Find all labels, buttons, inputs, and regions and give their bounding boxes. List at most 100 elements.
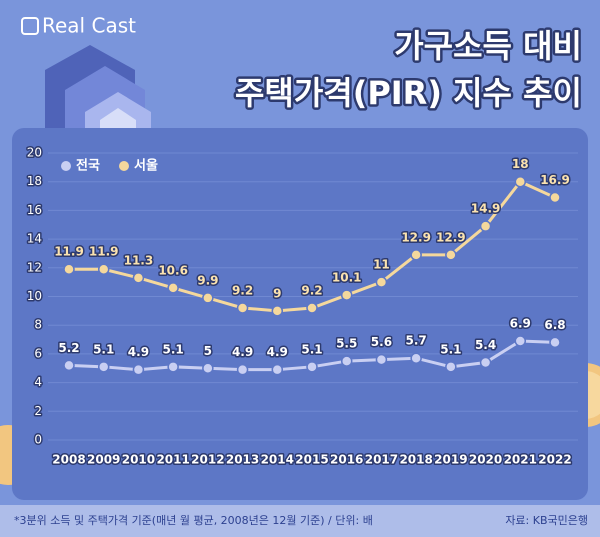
value-label: 9.9: [197, 273, 218, 287]
data-point: [445, 361, 457, 373]
data-point: [479, 220, 492, 232]
data-point: [514, 175, 527, 188]
value-label: 18: [512, 157, 529, 171]
y-tick-label: 14: [27, 232, 42, 246]
value-label: 5.7: [406, 334, 427, 348]
legend-marker: [119, 161, 129, 171]
y-tick-label: 8: [34, 318, 42, 332]
value-label: 5.2: [58, 341, 79, 355]
data-point: [132, 272, 145, 284]
value-label: 5.1: [93, 342, 114, 356]
data-point: [340, 355, 353, 367]
value-label: 4.9: [232, 345, 253, 359]
data-point: [271, 305, 284, 317]
value-label: 5.1: [163, 342, 184, 356]
y-tick-label: 12: [27, 260, 42, 274]
data-point: [236, 363, 249, 376]
data-point: [167, 361, 179, 373]
y-tick-label: 16: [27, 203, 42, 217]
x-tick-label: 2009: [87, 453, 120, 467]
value-label: 11.9: [54, 245, 84, 259]
value-label: 14.9: [471, 202, 501, 216]
x-tick-label: 2020: [469, 453, 502, 467]
x-tick-label: 2008: [52, 453, 85, 467]
value-label: 16.9: [540, 173, 570, 187]
y-tick-label: 18: [27, 174, 42, 188]
y-tick-label: 2: [34, 404, 42, 418]
data-point: [236, 302, 249, 314]
value-label: 6.8: [544, 318, 565, 332]
x-tick-label: 2012: [191, 453, 224, 467]
data-point: [549, 191, 561, 204]
value-label: 4.9: [128, 345, 149, 359]
y-tick-label: 20: [27, 146, 42, 160]
logo: Real Cast: [42, 14, 136, 38]
source: 자료: KB국민은행: [505, 514, 588, 527]
x-tick-label: 2014: [261, 453, 294, 467]
data-point: [445, 249, 457, 261]
chart-title: 주택가격(PIR) 지수 추이: [235, 74, 582, 112]
value-label: 11.3: [124, 253, 154, 267]
data-point: [410, 352, 422, 364]
x-tick-label: 2018: [399, 453, 432, 467]
footer-band: [0, 505, 600, 537]
logo-icon: [21, 17, 39, 35]
data-point: [97, 263, 110, 275]
data-point: [202, 292, 214, 304]
value-label: 10.1: [332, 271, 362, 285]
house-icon: [45, 45, 151, 145]
value-label: 5.6: [371, 335, 392, 349]
x-tick-label: 2021: [504, 453, 537, 467]
legend-label: 전국: [76, 158, 100, 174]
x-tick-label: 2022: [538, 453, 571, 467]
value-label: 4.9: [267, 345, 288, 359]
data-point: [63, 263, 75, 275]
data-point: [271, 363, 284, 376]
value-label: 10.6: [158, 263, 188, 277]
footnote: *3분위 소득 및 주택가격 기준(매년 월 평균, 2008년은 12월 기준…: [14, 514, 373, 527]
data-point: [63, 359, 75, 372]
data-point: [375, 353, 388, 366]
plot-panel: [12, 128, 588, 500]
value-label: 9: [273, 286, 281, 300]
x-tick-label: 2015: [295, 453, 328, 467]
x-tick-label: 2019: [434, 453, 467, 467]
x-tick-label: 2011: [156, 453, 189, 467]
value-label: 5.1: [301, 342, 322, 356]
data-point: [514, 335, 527, 347]
x-tick-label: 2016: [330, 453, 363, 467]
data-point: [340, 289, 353, 301]
value-label: 9.2: [301, 283, 322, 297]
chart-title: 가구소득 대비: [394, 27, 582, 65]
data-point: [167, 282, 179, 294]
value-label: 6.9: [510, 316, 531, 330]
data-point: [306, 302, 318, 314]
value-label: 5.4: [475, 338, 496, 352]
legend-marker: [61, 161, 71, 171]
x-tick-label: 2010: [122, 453, 155, 467]
data-point: [549, 336, 561, 349]
data-point: [132, 363, 145, 376]
value-label: 5: [204, 344, 212, 358]
data-point: [97, 361, 110, 373]
value-label: 5.5: [336, 337, 357, 351]
y-tick-label: 0: [34, 433, 42, 447]
value-label: 9.2: [232, 283, 253, 297]
x-tick-label: 2013: [226, 453, 259, 467]
y-tick-label: 10: [27, 289, 42, 303]
data-point: [375, 276, 388, 288]
data-point: [410, 249, 422, 261]
x-tick-label: 2017: [365, 453, 398, 467]
data-point: [479, 356, 492, 369]
data-point: [202, 362, 214, 374]
value-label: 11.9: [89, 245, 119, 259]
y-tick-label: 4: [34, 375, 42, 389]
data-point: [306, 361, 318, 373]
legend-label: 서울: [134, 158, 158, 174]
value-label: 12.9: [401, 230, 431, 244]
y-tick-label: 6: [34, 346, 42, 360]
value-label: 12.9: [436, 230, 466, 244]
value-label: 5.1: [440, 342, 461, 356]
value-label: 11: [373, 258, 390, 272]
